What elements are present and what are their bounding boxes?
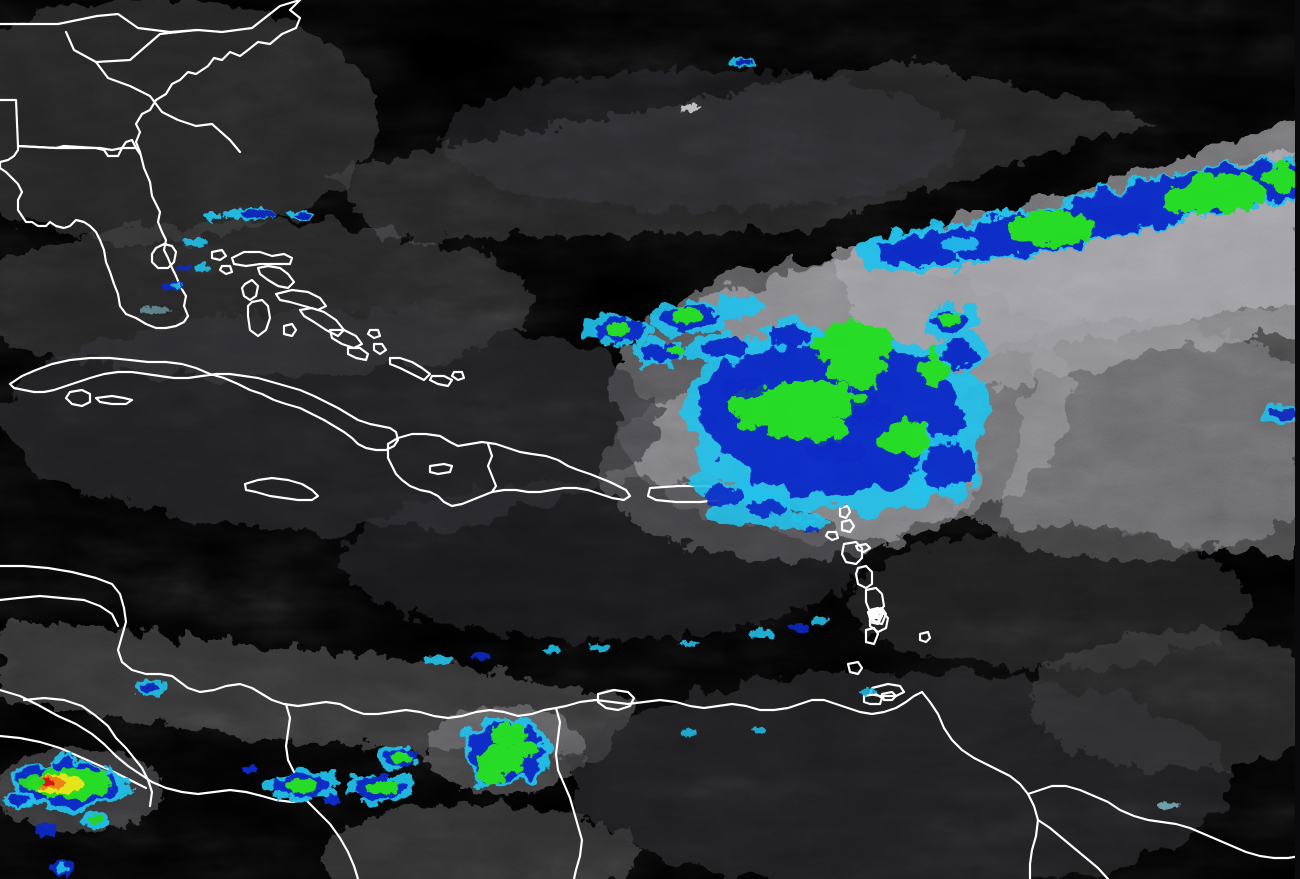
image-right-border [1295,0,1300,879]
